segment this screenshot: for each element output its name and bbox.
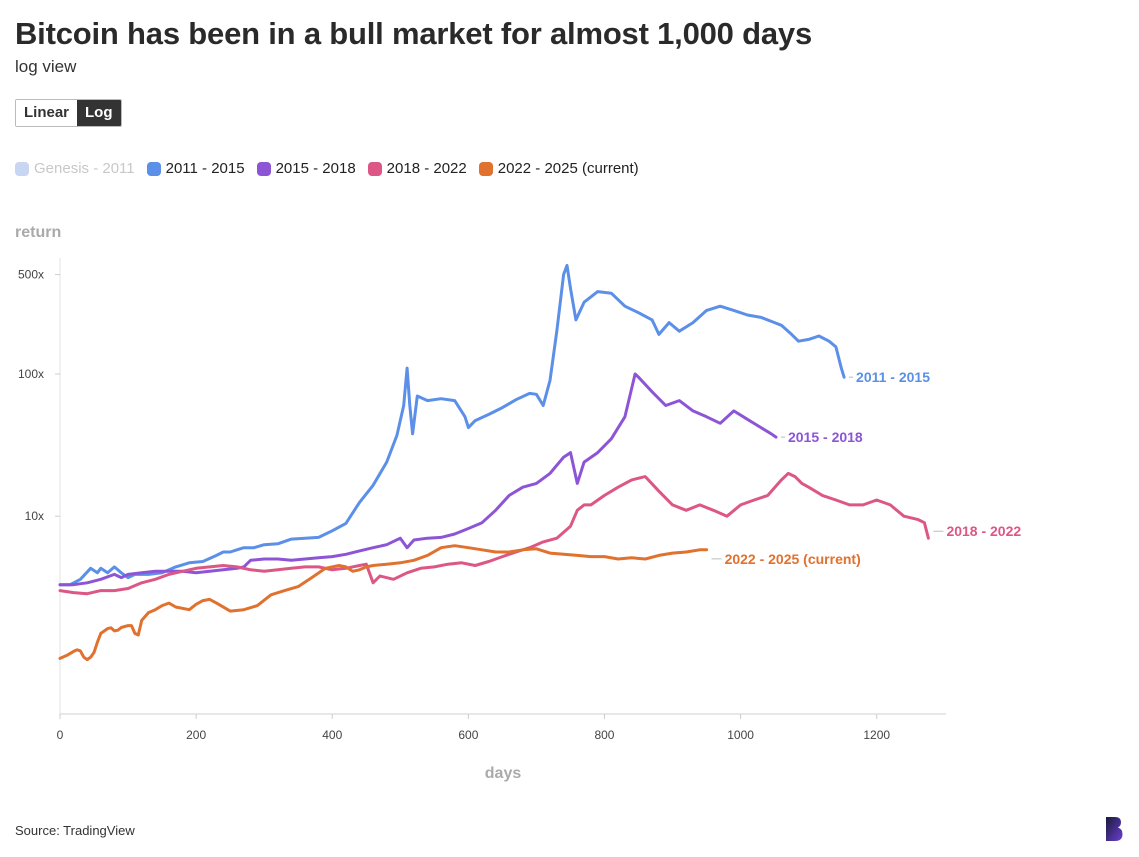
linear-button[interactable]: Linear	[16, 100, 78, 126]
x-tick-label: 400	[322, 728, 342, 742]
legend-label: 2022 - 2025 (current)	[497, 160, 639, 177]
legend-swatch	[256, 161, 271, 176]
chart-subtitle: log view	[15, 57, 77, 76]
scale-toggle: Linear Log	[15, 99, 122, 127]
x-tick-label: 800	[594, 728, 614, 742]
chart-title: Bitcoin has been in a bull market for al…	[15, 16, 812, 51]
legend-label: Genesis - 2011	[34, 160, 135, 177]
y-tick-label: 100x	[18, 367, 44, 381]
legend-item-2022-2025[interactable]: 2022 - 2025 (current)	[478, 160, 639, 177]
x-tick-label: 1000	[727, 728, 754, 742]
legend-swatch	[478, 161, 493, 176]
end-label-2011-2015: 2011 - 2015	[856, 369, 930, 385]
legend-swatch	[367, 161, 382, 176]
y-tick-label: 10x	[25, 509, 44, 523]
legend-item-genesis-2011[interactable]: Genesis - 2011	[15, 160, 135, 177]
line-chart: return days 10x 100x 500x 0 200 400 600 800 1000 12…	[15, 224, 1021, 782]
end-label-2015-2018: 2015 - 2018	[788, 429, 863, 445]
legend-item-2011-2015[interactable]: 2011 - 2015	[146, 160, 245, 177]
legend-label: 2011 - 2015	[165, 160, 245, 177]
y-axis-title: return	[15, 224, 61, 241]
publisher-logo-icon	[1106, 817, 1123, 841]
legend-swatch	[146, 161, 161, 176]
legend-item-2015-2018[interactable]: 2015 - 2018	[256, 160, 356, 177]
log-button[interactable]: Log	[77, 100, 121, 126]
x-tick-label: 200	[186, 728, 206, 742]
x-tick-label: 1200	[863, 728, 890, 742]
x-tick-label: 600	[458, 728, 478, 742]
source-note: Source: TradingView	[15, 823, 135, 838]
series-line-2018-2022[interactable]	[58, 471, 930, 596]
series-line-2022-2025-current[interactable]	[58, 544, 709, 662]
legend-swatch	[15, 161, 29, 176]
x-axis-title: days	[485, 765, 522, 782]
y-tick-label: 500x	[18, 268, 44, 282]
legend-item-2018-2022[interactable]: 2018 - 2022	[367, 160, 467, 177]
legend: Genesis - 2011 2011 - 2015 2015 - 2018 2…	[15, 160, 639, 177]
legend-label: 2015 - 2018	[275, 160, 356, 177]
series-line-2011-2015[interactable]	[58, 263, 846, 587]
end-label-2018-2022: 2018 - 2022	[946, 523, 1021, 539]
x-tick-label: 0	[57, 728, 64, 742]
end-label-2022-2025-current: 2022 - 2025 (current)	[725, 551, 861, 567]
legend-label: 2018 - 2022	[386, 160, 467, 177]
